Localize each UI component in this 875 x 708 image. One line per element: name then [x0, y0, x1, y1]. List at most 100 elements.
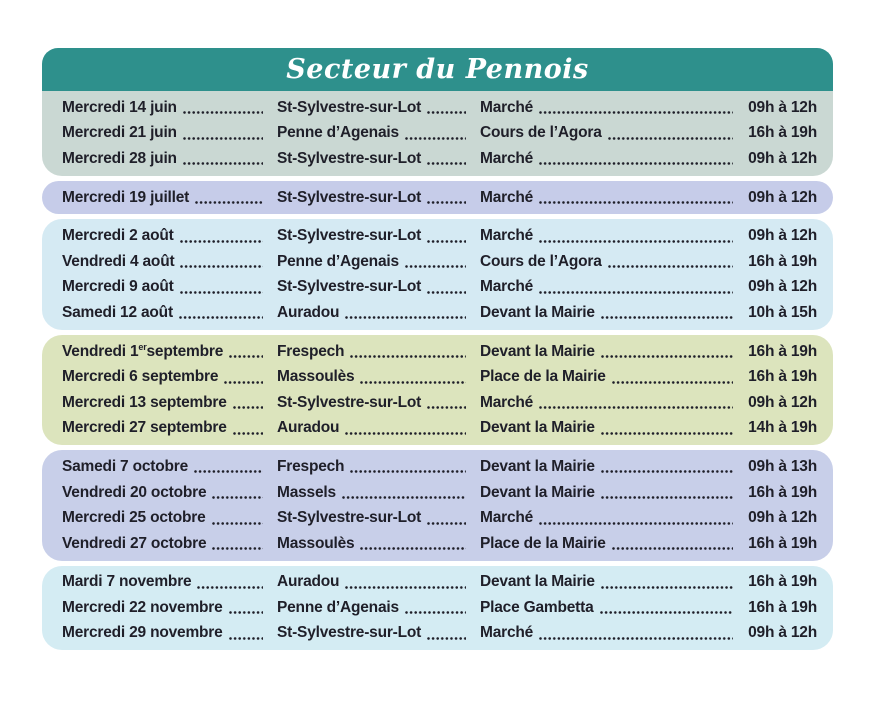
row-location: St-Sylvestre-sur-Lot: [277, 227, 422, 245]
row-time: 16h à 19h: [748, 534, 817, 552]
dotted-leader: [197, 585, 263, 589]
dotted-leader: [350, 470, 466, 474]
dotted-leader: [539, 162, 733, 166]
card-header: Secteur du Pennois: [42, 48, 833, 91]
schedule-row: Vendredi 4 août Penne d’Agenais Cours de…: [42, 249, 833, 275]
dotted-leader: [360, 547, 466, 551]
dotted-leader: [182, 111, 263, 115]
row-date-superscript: er: [138, 342, 147, 353]
date-cell: Samedi 7 octobre: [62, 458, 277, 476]
location-cell: St-Sylvestre-sur-Lot: [277, 394, 480, 412]
dotted-leader: [180, 265, 263, 269]
dotted-leader: [539, 406, 733, 410]
dotted-leader: [211, 521, 263, 525]
dotted-leader: [600, 470, 733, 474]
time-cell: 09h à 12h: [745, 150, 817, 168]
date-cell: Mardi 7 novembre: [62, 573, 277, 591]
row-date: Mercredi 13 septembre: [62, 393, 227, 411]
row-place: Marché: [480, 98, 534, 116]
schedule-sections: Mercredi 14 juin St-Sylvestre-sur-Lot Ma…: [42, 91, 833, 651]
row-location: Massoulès: [277, 368, 355, 386]
schedule-row: Vendredi 20 octobre Massels Devant la Ma…: [42, 480, 833, 506]
schedule-row: Vendredi 1 er septembre Frespech Devant l…: [42, 339, 833, 365]
row-place: Place Gambetta: [480, 598, 594, 616]
row-time: 09h à 12h: [748, 98, 817, 116]
row-location: St-Sylvestre-sur-Lot: [277, 278, 422, 296]
row-date-rest: septembre: [146, 342, 224, 360]
place-cell: Cours de l’Agora: [480, 124, 745, 142]
date-cell: Mercredi 13 septembre: [62, 394, 277, 412]
dotted-leader: [179, 239, 263, 243]
location-cell: St-Sylvestre-sur-Lot: [277, 624, 480, 642]
time-cell: 16h à 19h: [745, 253, 817, 271]
row-date: Samedi 7 octobre: [62, 457, 189, 475]
place-cell: Marché: [480, 150, 745, 168]
location-cell: St-Sylvestre-sur-Lot: [277, 150, 480, 168]
place-cell: Marché: [480, 509, 745, 527]
place-cell: Devant la Mairie: [480, 304, 745, 322]
dotted-leader: [599, 611, 733, 615]
time-cell: 16h à 19h: [745, 599, 817, 617]
schedule-row: Vendredi 27 octobre Massoulès Place de l…: [42, 531, 833, 557]
row-time: 16h à 19h: [748, 342, 817, 360]
dotted-leader: [539, 290, 733, 294]
row-place: Devant la Mairie: [480, 573, 595, 591]
row-place: Place de la Mairie: [480, 534, 606, 552]
row-place: Cours de l’Agora: [480, 252, 602, 270]
row-date: Mercredi 9 août: [62, 278, 174, 296]
location-cell: Penne d’Agenais: [277, 124, 480, 142]
row-date: Vendredi 27 octobre: [62, 534, 207, 552]
row-place: Place de la Mairie: [480, 368, 606, 386]
dotted-leader: [224, 380, 263, 384]
place-cell: Devant la Mairie: [480, 573, 745, 591]
row-date: Vendredi 1: [62, 342, 139, 360]
dotted-leader: [404, 136, 466, 140]
place-cell: Marché: [480, 394, 745, 412]
location-cell: St-Sylvestre-sur-Lot: [277, 278, 480, 296]
date-cell: Mercredi 28 juin: [62, 150, 277, 168]
dotted-leader: [341, 496, 466, 500]
time-cell: 09h à 12h: [745, 189, 817, 207]
location-cell: Penne d’Agenais: [277, 599, 480, 617]
row-date: Mercredi 2 août: [62, 227, 174, 245]
time-cell: 09h à 13h: [745, 458, 817, 476]
dotted-leader: [427, 239, 466, 243]
row-location: Frespech: [277, 342, 345, 360]
dotted-leader: [212, 547, 263, 551]
row-location: St-Sylvestre-sur-Lot: [277, 98, 422, 116]
location-cell: Massoulès: [277, 535, 480, 553]
schedule-row: Mercredi 22 novembre Penne d’Agenais Pla…: [42, 595, 833, 621]
dotted-leader: [232, 406, 263, 410]
row-time: 16h à 19h: [748, 124, 817, 142]
row-time: 14h à 19h: [748, 419, 817, 437]
place-cell: Devant la Mairie: [480, 419, 745, 437]
date-cell: Mercredi 9 août: [62, 278, 277, 296]
location-cell: Massels: [277, 484, 480, 502]
place-cell: Devant la Mairie: [480, 343, 745, 361]
location-cell: Frespech: [277, 343, 480, 361]
dotted-leader: [229, 355, 263, 359]
month-block-septembre: Vendredi 1 er septembre Frespech Devant l…: [42, 334, 833, 446]
place-cell: Marché: [480, 278, 745, 296]
place-cell: Cours de l’Agora: [480, 253, 745, 271]
row-place: Marché: [480, 227, 534, 245]
dotted-leader: [427, 201, 466, 205]
date-cell: Vendredi 4 août: [62, 253, 277, 271]
row-time: 10h à 15h: [748, 303, 817, 321]
time-cell: 16h à 19h: [745, 368, 817, 386]
row-location: Penne d’Agenais: [277, 598, 399, 616]
month-block-juin: Mercredi 14 juin St-Sylvestre-sur-Lot Ma…: [42, 91, 833, 176]
row-location: Auradou: [277, 419, 340, 437]
row-date: Mercredi 21 juin: [62, 124, 177, 142]
location-cell: Auradou: [277, 304, 480, 322]
row-place: Devant la Mairie: [480, 419, 595, 437]
row-time: 09h à 12h: [748, 624, 817, 642]
dotted-leader: [404, 611, 466, 615]
time-cell: 09h à 12h: [745, 624, 817, 642]
location-cell: Penne d’Agenais: [277, 253, 480, 271]
row-date: Mercredi 28 juin: [62, 149, 177, 167]
dotted-leader: [427, 521, 466, 525]
location-cell: St-Sylvestre-sur-Lot: [277, 99, 480, 117]
row-location: Penne d’Agenais: [277, 124, 399, 142]
dotted-leader: [611, 547, 733, 551]
